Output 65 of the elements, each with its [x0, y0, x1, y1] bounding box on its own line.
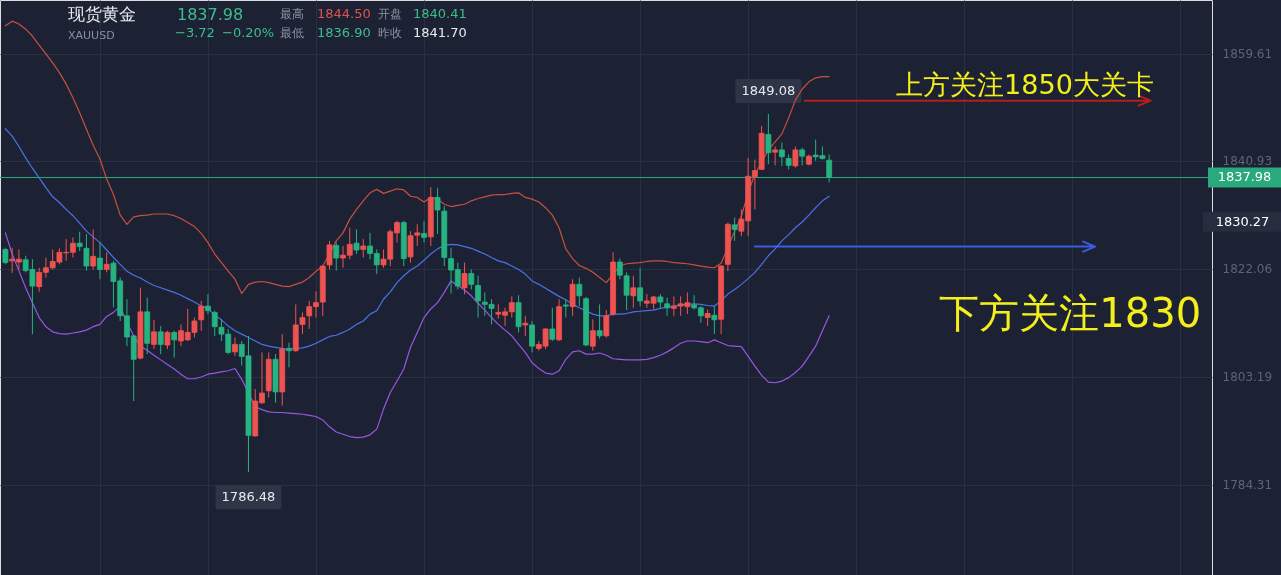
- candlestick: [211, 310, 218, 337]
- annotation: 1837.98: [177, 5, 244, 24]
- annotation: 1786.48: [221, 489, 276, 505]
- candlestick: [461, 262, 468, 295]
- candlestick: [286, 342, 292, 368]
- annotation: 昨收: [378, 26, 402, 40]
- candlestick: [198, 300, 205, 332]
- candlestick: [778, 141, 785, 167]
- candlestick: [333, 242, 340, 272]
- annotation: 1844.50: [317, 6, 371, 21]
- candlestick: [549, 307, 556, 342]
- y-tick-label: 1803.19: [1222, 370, 1273, 385]
- candlestick: [765, 113, 772, 165]
- candlestick: [731, 216, 738, 242]
- candlestick: [772, 145, 779, 166]
- text: XAUUSD: [68, 29, 115, 42]
- candlestick: [171, 330, 178, 359]
- line-series: [4, 232, 830, 439]
- candlestick: [799, 147, 806, 166]
- y-tick-label: 1822.06: [1222, 262, 1273, 277]
- candlestick: [164, 330, 171, 350]
- candlestick: [792, 145, 799, 169]
- y-tick-label: 1840.93: [1222, 154, 1273, 169]
- candlestick: [360, 238, 367, 258]
- candlestick: [522, 315, 529, 337]
- y-tick-label: 1859.61: [1222, 47, 1273, 62]
- annotation: 最高: [280, 7, 304, 21]
- annotation: 1841.70: [413, 25, 467, 40]
- candlestick: [589, 318, 596, 352]
- candlestick: [603, 309, 610, 339]
- ref-line-label: 下方关注1830: [939, 289, 1202, 336]
- candlestick: [103, 251, 110, 273]
- candlestick: [468, 268, 475, 290]
- annotation: −0.20%: [222, 25, 275, 40]
- candlestick: [151, 319, 157, 350]
- candlestick: [569, 278, 576, 317]
- annotation: 最低: [280, 26, 304, 40]
- candlestick: [97, 241, 103, 280]
- chart-title: 现货黄金: [68, 4, 136, 24]
- candlestick: [205, 293, 211, 315]
- annotation: 1836.90: [317, 25, 371, 40]
- candlestick: [421, 220, 427, 244]
- candlestick: [90, 228, 97, 270]
- candlestick: [637, 267, 643, 307]
- candlestick: [232, 337, 238, 357]
- candlestick: [576, 276, 583, 307]
- candlestick: [630, 275, 637, 309]
- y-tick-label: 1784.31: [1222, 478, 1273, 493]
- candlestick: [83, 233, 90, 272]
- annotation: −3.72: [175, 25, 215, 40]
- candlestick: [711, 305, 718, 335]
- annotation: 1840.41: [413, 6, 467, 21]
- annotation: 1849.08: [741, 82, 796, 98]
- candlestick: [562, 298, 569, 319]
- candlestick: [353, 228, 360, 255]
- candlestick: [157, 325, 164, 355]
- candlestick: [664, 297, 670, 317]
- ref-line-label: 1837.98: [1217, 169, 1272, 185]
- candlestick: [596, 303, 603, 340]
- candlestick: [76, 231, 83, 252]
- line-series: [4, 128, 830, 350]
- candlestick: [529, 320, 535, 353]
- annotation: 开盘: [378, 7, 402, 21]
- ref-line-label: 上方关注1850大关卡: [896, 68, 1154, 100]
- text: 1830.27: [1215, 213, 1270, 229]
